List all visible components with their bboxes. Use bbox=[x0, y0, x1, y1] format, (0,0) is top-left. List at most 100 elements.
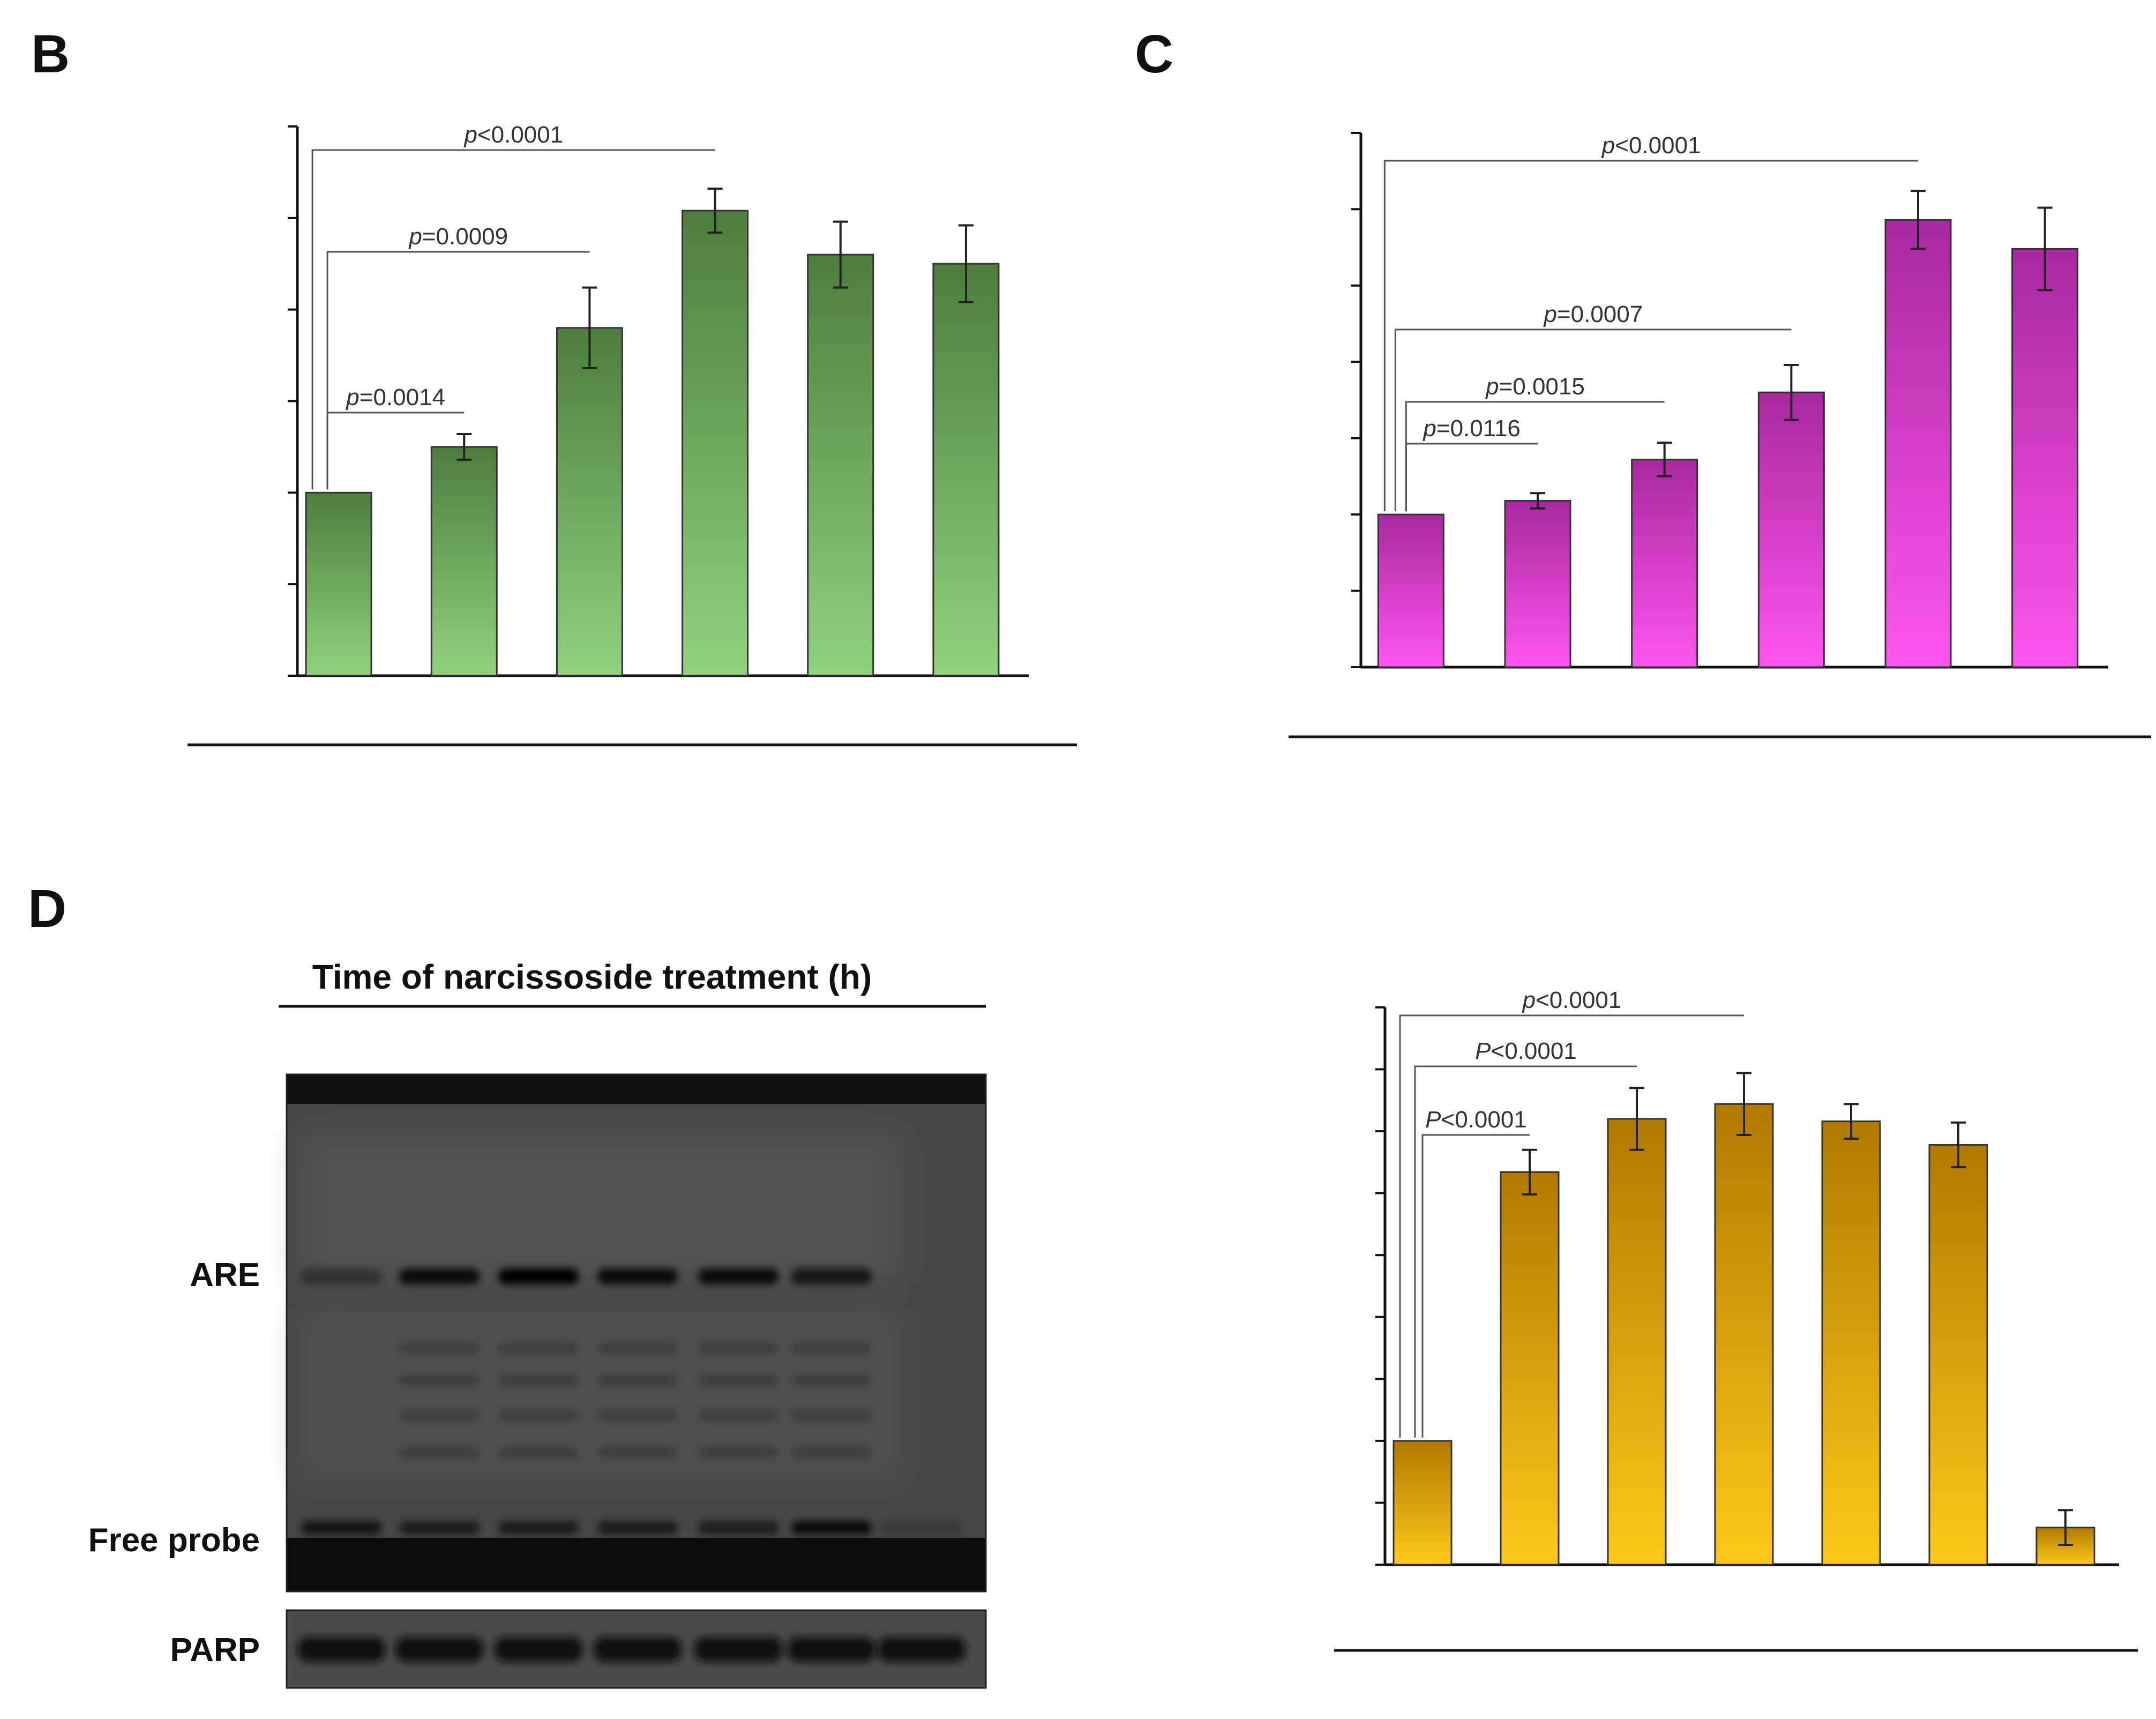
smear-band bbox=[698, 1374, 778, 1386]
p-symbol: p bbox=[1543, 301, 1556, 327]
p-value: =0.0015 bbox=[1499, 373, 1585, 400]
significance-label: p<0.0001 bbox=[463, 122, 563, 148]
blot-label-free-probe: Free probe bbox=[88, 1522, 260, 1559]
significance-bracket bbox=[1394, 328, 1792, 512]
free-probe-band bbox=[399, 1521, 480, 1535]
gel-smear-upper bbox=[300, 1136, 900, 1281]
smear-band bbox=[399, 1409, 480, 1421]
bar bbox=[1631, 459, 1698, 668]
bar bbox=[1500, 1171, 1560, 1566]
bar bbox=[430, 446, 498, 677]
bar bbox=[1377, 513, 1444, 668]
p-value: <0.0001 bbox=[477, 122, 563, 148]
gel-probe-bottom bbox=[287, 1538, 986, 1591]
are-band bbox=[399, 1268, 480, 1284]
p-value: <0.0001 bbox=[1615, 132, 1701, 159]
are-band bbox=[498, 1268, 579, 1284]
parp-band bbox=[594, 1637, 682, 1662]
smear-band bbox=[498, 1447, 579, 1459]
bar bbox=[2011, 248, 2079, 668]
significance-bracket bbox=[1383, 160, 1918, 512]
p-symbol: P bbox=[1425, 1107, 1441, 1133]
free-probe-band bbox=[881, 1521, 962, 1535]
significance-bracket bbox=[1405, 401, 1665, 512]
smear-band bbox=[498, 1409, 579, 1421]
smear-band bbox=[597, 1409, 678, 1421]
bar bbox=[1884, 219, 1952, 668]
p-symbol: p bbox=[1522, 987, 1536, 1013]
p-value: <0.0001 bbox=[1536, 987, 1621, 1013]
smear-band bbox=[597, 1374, 678, 1386]
blot-header: Time of narcissoside treatment (h) bbox=[312, 958, 872, 996]
bar bbox=[556, 327, 623, 677]
significance-label: p=0.0116 bbox=[1422, 415, 1521, 442]
blot-label-parp: PARP bbox=[170, 1632, 260, 1669]
significance-bracket bbox=[326, 251, 590, 490]
parp-bands bbox=[297, 1637, 965, 1662]
smear-band bbox=[698, 1342, 778, 1354]
p-symbol: p bbox=[463, 122, 477, 148]
bar bbox=[1393, 1440, 1453, 1566]
panel-letter-d: D bbox=[28, 879, 66, 939]
parp-band bbox=[297, 1637, 385, 1662]
blot-label-are: ARE bbox=[190, 1257, 260, 1294]
p-symbol: p bbox=[1601, 132, 1615, 159]
significance-bracket bbox=[1421, 1134, 1530, 1438]
smear-band bbox=[399, 1447, 480, 1459]
p-value: <0.0001 bbox=[1491, 1038, 1577, 1064]
parp-gel-frame bbox=[286, 1609, 987, 1689]
p-value: <0.0001 bbox=[1441, 1107, 1527, 1133]
smear-band bbox=[597, 1342, 678, 1354]
emsa-blot: Time of narcissoside treatment (h) ARE F… bbox=[88, 958, 987, 1689]
p-value: =0.0007 bbox=[1557, 301, 1643, 327]
are-band bbox=[791, 1268, 872, 1284]
are-band bbox=[597, 1268, 678, 1284]
bar bbox=[1928, 1144, 1988, 1566]
bar bbox=[807, 253, 874, 677]
significance-label: p=0.0015 bbox=[1485, 373, 1585, 400]
parp-band bbox=[495, 1637, 582, 1662]
panel-letter-b: B bbox=[31, 24, 70, 84]
free-probe-band bbox=[498, 1521, 579, 1535]
smear-band bbox=[498, 1342, 579, 1354]
significance-label: P<0.0001 bbox=[1425, 1107, 1527, 1133]
smear-band bbox=[791, 1447, 872, 1459]
p-value: =0.0116 bbox=[1436, 415, 1521, 442]
significance-label: p=0.0014 bbox=[345, 384, 445, 410]
smear-band bbox=[597, 1447, 678, 1459]
free-probe-band bbox=[791, 1521, 872, 1535]
smear-band bbox=[698, 1447, 778, 1459]
p-symbol: p bbox=[1485, 373, 1499, 400]
panel-letter-c: C bbox=[1135, 24, 1173, 84]
smear-band bbox=[791, 1409, 872, 1421]
parp-band bbox=[694, 1637, 782, 1662]
p-symbol: P bbox=[1475, 1038, 1491, 1064]
significance-bracket bbox=[311, 149, 715, 490]
significance-bracket bbox=[1414, 1065, 1637, 1438]
significance-label: p<0.0001 bbox=[1601, 132, 1701, 159]
smear-band bbox=[698, 1409, 778, 1421]
free-probe-band bbox=[698, 1521, 778, 1535]
smear-band bbox=[791, 1374, 872, 1386]
p-value: =0.0009 bbox=[422, 223, 508, 250]
bar bbox=[1504, 500, 1571, 668]
smear-band bbox=[791, 1342, 872, 1354]
smear-band bbox=[399, 1374, 480, 1386]
bar bbox=[682, 210, 749, 677]
p-symbol: p bbox=[1422, 415, 1436, 442]
gel-well-band bbox=[287, 1074, 986, 1104]
bar bbox=[1821, 1120, 1881, 1566]
gel-bands bbox=[301, 1268, 962, 1535]
significance-label: p=0.0009 bbox=[408, 223, 508, 250]
smear-band bbox=[399, 1342, 480, 1354]
bar bbox=[932, 263, 1000, 677]
p-symbol: p bbox=[408, 223, 422, 250]
significance-label: p<0.0001 bbox=[1522, 987, 1622, 1013]
significance-label: p=0.0007 bbox=[1543, 301, 1643, 327]
parp-band bbox=[878, 1637, 965, 1662]
free-probe-band bbox=[597, 1521, 678, 1535]
